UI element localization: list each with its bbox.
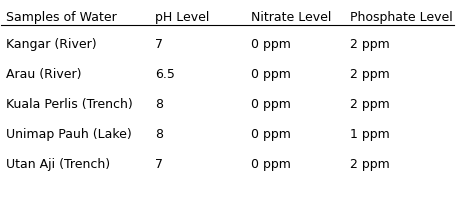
Text: Samples of Water: Samples of Water xyxy=(6,11,117,24)
Text: pH Level: pH Level xyxy=(155,11,210,24)
Text: 7: 7 xyxy=(155,158,164,171)
Text: 2 ppm: 2 ppm xyxy=(350,98,390,111)
Text: 7: 7 xyxy=(155,38,164,51)
Text: 0 ppm: 0 ppm xyxy=(251,128,291,141)
Text: Phosphate Level: Phosphate Level xyxy=(350,11,453,24)
Text: 2 ppm: 2 ppm xyxy=(350,158,390,171)
Text: 0 ppm: 0 ppm xyxy=(251,98,291,111)
Text: 0 ppm: 0 ppm xyxy=(251,158,291,171)
Text: 8: 8 xyxy=(155,98,164,111)
Text: 8: 8 xyxy=(155,128,164,141)
Text: Utan Aji (Trench): Utan Aji (Trench) xyxy=(6,158,110,171)
Text: 2 ppm: 2 ppm xyxy=(350,38,390,51)
Text: 1 ppm: 1 ppm xyxy=(350,128,390,141)
Text: Nitrate Level: Nitrate Level xyxy=(251,11,331,24)
Text: Kangar (River): Kangar (River) xyxy=(6,38,97,51)
Text: 6.5: 6.5 xyxy=(155,68,175,81)
Text: 0 ppm: 0 ppm xyxy=(251,68,291,81)
Text: 2 ppm: 2 ppm xyxy=(350,68,390,81)
Text: Unimap Pauh (Lake): Unimap Pauh (Lake) xyxy=(6,128,132,141)
Text: Kuala Perlis (Trench): Kuala Perlis (Trench) xyxy=(6,98,133,111)
Text: Arau (River): Arau (River) xyxy=(6,68,82,81)
Text: 0 ppm: 0 ppm xyxy=(251,38,291,51)
